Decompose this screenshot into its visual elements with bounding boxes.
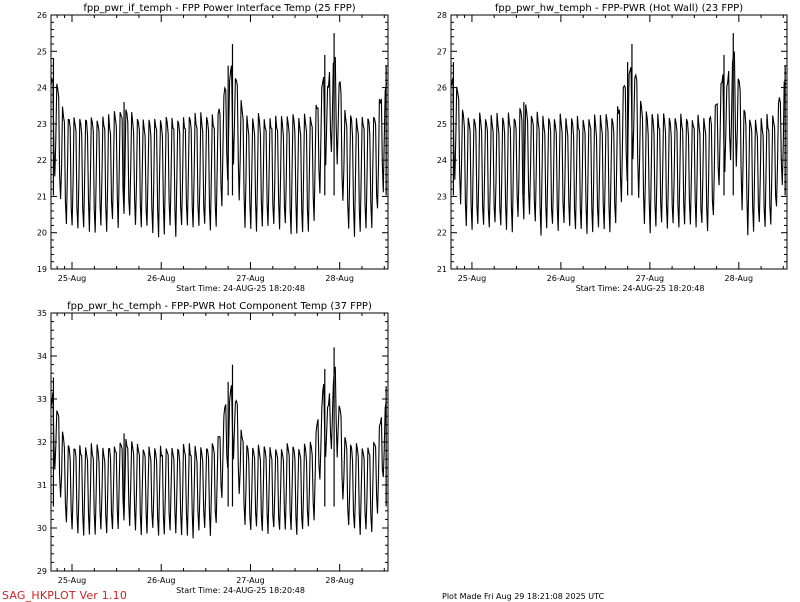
start-time-label: Start Time: 24-AUG-25 18:20:48 [576,284,705,293]
y-tick-label: 34 [37,352,47,361]
y-tick-label: 24 [37,84,47,93]
x-tick-label: 26-Aug [547,274,576,283]
start-time-label: Start Time: 24-AUG-25 18:20:48 [176,586,305,595]
y-tick-label: 20 [37,229,47,238]
chart-panel-2: fpp_pwr_hw_temph - FPP-PWR (Hot Wall) (2… [437,3,788,293]
x-tick-label: 25-Aug [58,274,87,283]
y-tick-label: 35 [37,309,47,318]
chart-title: fpp_pwr_hc_temph - FPP-PWR Hot Component… [67,301,372,312]
x-tick-label: 27-Aug [236,274,265,283]
y-tick-label: 23 [37,120,47,129]
x-tick-label: 26-Aug [147,576,176,585]
y-tick-label: 30 [37,524,47,533]
y-tick-label: 26 [37,11,47,20]
y-tick-label: 24 [437,156,447,165]
chart-title: fpp_pwr_if_temph - FPP Power Interface T… [83,3,355,14]
data-series-line [50,366,388,539]
y-tick-label: 31 [37,481,47,490]
y-tick-label: 29 [37,567,47,576]
y-tick-label: 32 [37,438,47,447]
x-tick-label: 28-Aug [325,576,354,585]
y-tick-label: 23 [437,192,447,201]
x-tick-label: 25-Aug [458,274,487,283]
x-tick-label: 27-Aug [636,274,665,283]
x-tick-label: 28-Aug [325,274,354,283]
chart-panel-1: fpp_pwr_if_temph - FPP Power Interface T… [37,3,389,293]
chart-title: fpp_pwr_hw_temph - FPP-PWR (Hot Wall) (2… [495,3,743,14]
y-tick-label: 21 [437,265,447,274]
plot-frame [450,14,788,270]
program-version-label: SAG_HKPLOT Ver 1.10 [2,589,128,602]
y-tick-label: 25 [437,120,447,129]
x-tick-label: 26-Aug [147,274,176,283]
y-tick-label: 33 [37,395,47,404]
plot-made-timestamp: Plot Made Fri Aug 29 18:21:08 2025 UTC [442,592,605,601]
y-tick-label: 27 [437,47,447,56]
data-series-line [450,51,787,236]
y-tick-label: 26 [437,84,447,93]
x-tick-label: 25-Aug [58,576,87,585]
x-tick-label: 28-Aug [725,274,754,283]
start-time-label: Start Time: 24-AUG-25 18:20:48 [176,284,305,293]
y-tick-label: 22 [37,156,47,165]
y-tick-label: 22 [437,229,447,238]
y-tick-label: 21 [37,192,47,201]
x-tick-label: 27-Aug [236,576,265,585]
y-tick-label: 28 [437,11,447,20]
chart-panel-3: fpp_pwr_hc_temph - FPP-PWR Hot Component… [37,301,389,595]
y-tick-label: 25 [37,47,47,56]
data-series-line [50,56,388,238]
plot-frame [50,14,389,270]
y-tick-label: 19 [37,265,47,274]
